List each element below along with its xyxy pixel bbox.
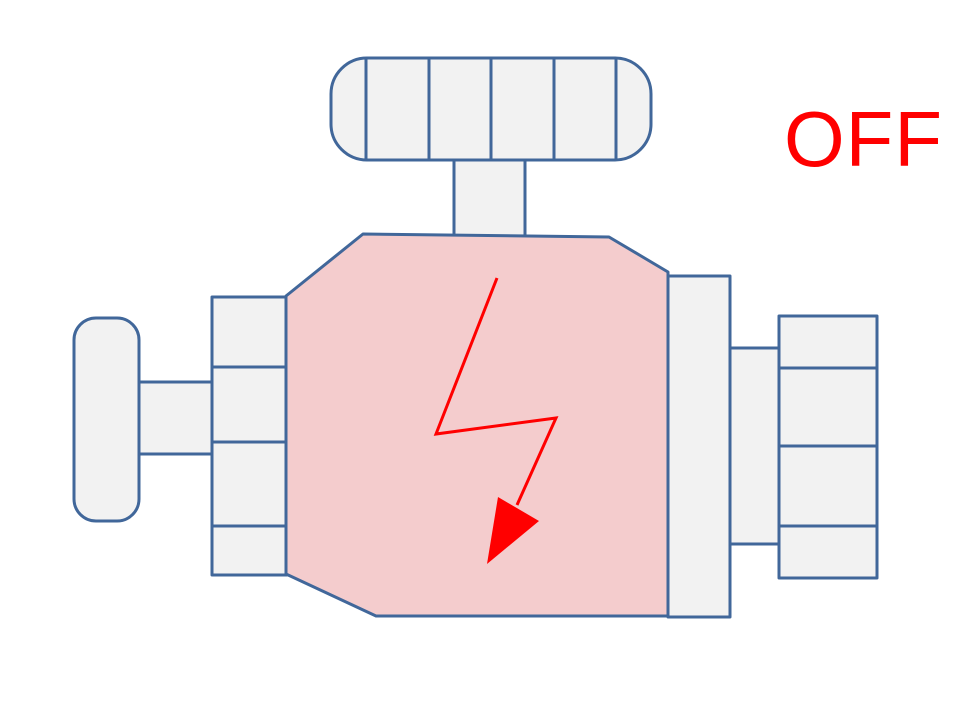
left-handle[interactable] xyxy=(72,316,141,523)
status-label: OFF xyxy=(784,95,943,183)
right-port xyxy=(777,314,879,580)
right-neck xyxy=(728,346,782,546)
left-port xyxy=(210,295,289,577)
top-stem xyxy=(452,158,527,238)
lightning-bolt-arrow-icon xyxy=(433,277,559,564)
right-flange xyxy=(666,274,732,619)
top-handwheel[interactable] xyxy=(329,56,653,162)
valve-body xyxy=(284,232,670,618)
left-stem xyxy=(137,380,215,456)
